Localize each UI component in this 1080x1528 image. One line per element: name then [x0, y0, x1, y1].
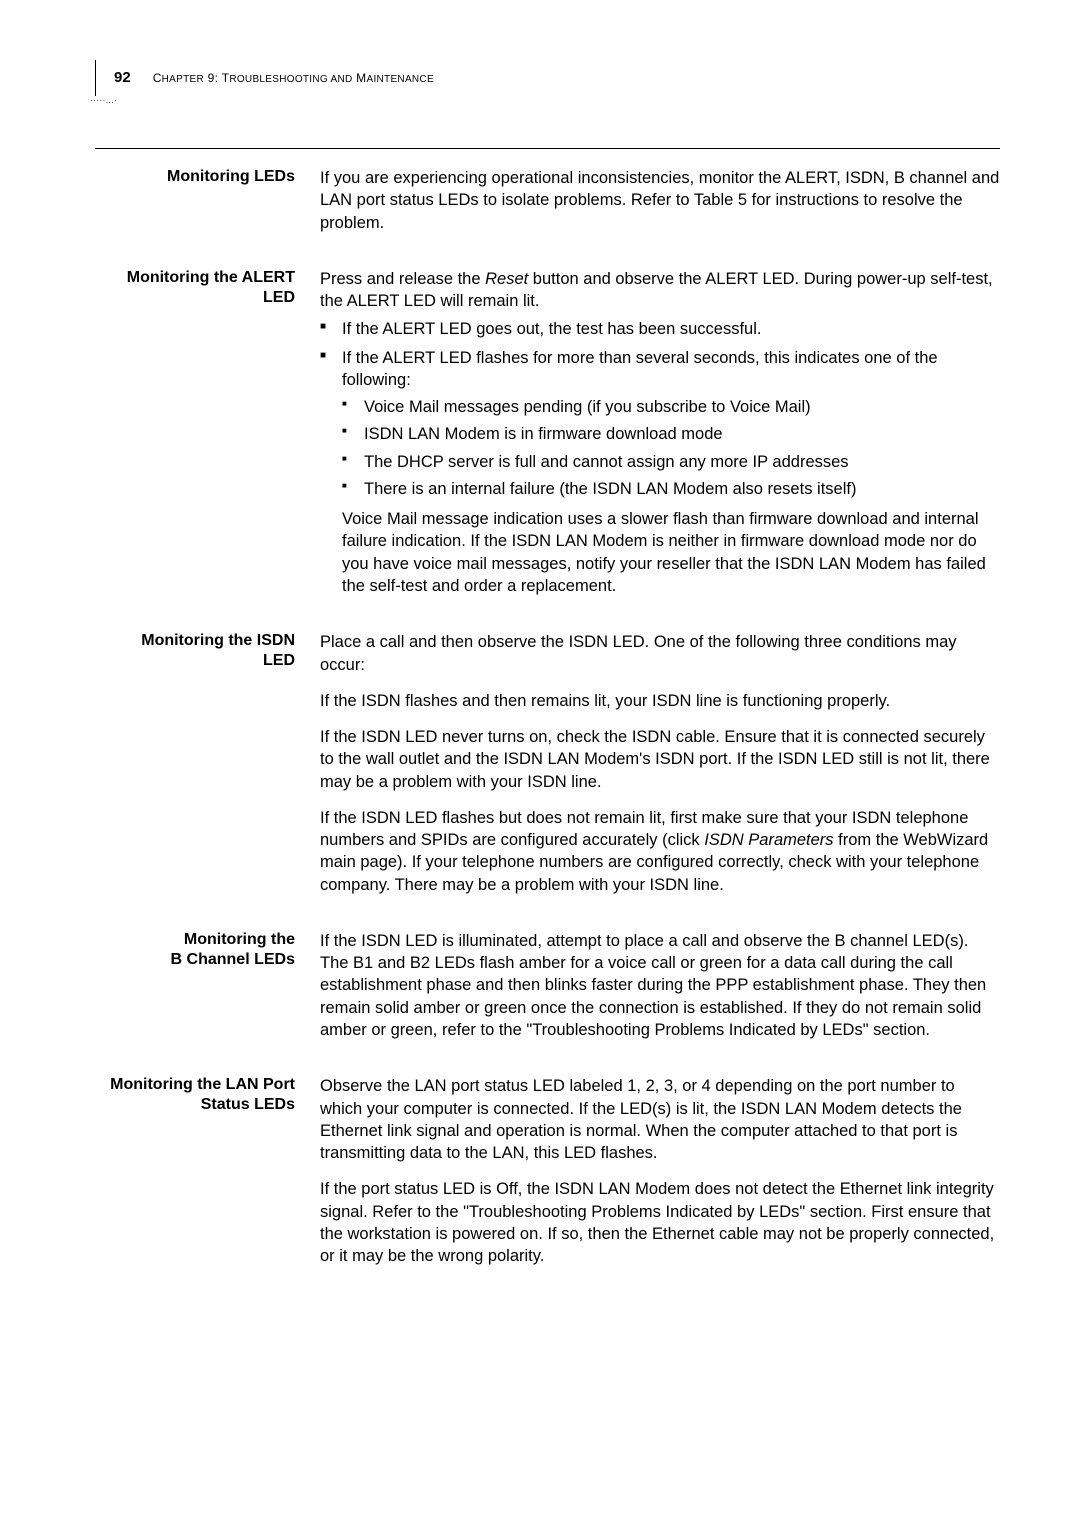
- chapter-title: CHAPTER 9: TROUBLESHOOTING AND MAINTENAN…: [153, 70, 434, 87]
- heading-isdn-led: Monitoring the ISDN LED: [95, 631, 295, 671]
- heading-alert-led: Monitoring the ALERT LED: [95, 268, 295, 308]
- body-text: If the port status LED is Off, the ISDN …: [320, 1178, 1000, 1267]
- section-monitoring-isdn-led: Monitoring the ISDN LED Place a call and…: [95, 631, 1000, 896]
- section-monitoring-lan-port: Monitoring the LAN Port Status LEDs Obse…: [95, 1075, 1000, 1267]
- body-text: Place a call and then observe the ISDN L…: [320, 631, 1000, 676]
- section-monitoring-leds: Monitoring LEDs If you are experiencing …: [95, 167, 1000, 234]
- page-number: 92: [114, 68, 131, 88]
- bullet-sublist: Voice Mail messages pending (if you subs…: [342, 396, 1000, 500]
- list-item: Voice Mail messages pending (if you subs…: [342, 396, 1000, 418]
- list-item: ISDN LAN Modem is in firmware download m…: [342, 423, 1000, 445]
- body-text: If you are experiencing operational inco…: [320, 167, 1000, 234]
- page-header: 92 CHAPTER 9: TROUBLESHOOTING AND MAINTE…: [95, 60, 1000, 96]
- section-monitoring-b-channel: Monitoring the B Channel LEDs If the ISD…: [95, 930, 1000, 1041]
- list-item: If the ALERT LED goes out, the test has …: [320, 318, 1000, 340]
- body-text: Voice Mail message indication uses a slo…: [342, 508, 1000, 597]
- body-text: If the ISDN LED never turns on, check th…: [320, 726, 1000, 793]
- heading-monitoring-leds: Monitoring LEDs: [95, 167, 295, 187]
- dots-icon: ·····...·: [90, 96, 117, 107]
- body-text: Press and release the Reset button and o…: [320, 268, 1000, 313]
- bullet-list: If the ALERT LED goes out, the test has …: [320, 318, 1000, 597]
- body-text: Observe the LAN port status LED labeled …: [320, 1075, 1000, 1164]
- heading-b-channel: Monitoring the B Channel LEDs: [95, 930, 295, 970]
- horizontal-rule: [95, 148, 1000, 149]
- list-item: The DHCP server is full and cannot assig…: [342, 451, 1000, 473]
- body-text: If the ISDN LED is illuminated, attempt …: [320, 930, 1000, 1041]
- body-text: If the ISDN flashes and then remains lit…: [320, 690, 1000, 712]
- body-text: If the ISDN LED flashes but does not rem…: [320, 807, 1000, 896]
- section-monitoring-alert-led: Monitoring the ALERT LED Press and relea…: [95, 268, 1000, 597]
- heading-lan-port: Monitoring the LAN Port Status LEDs: [95, 1075, 295, 1115]
- list-item: There is an internal failure (the ISDN L…: [342, 478, 1000, 500]
- list-item: If the ALERT LED flashes for more than s…: [320, 347, 1000, 598]
